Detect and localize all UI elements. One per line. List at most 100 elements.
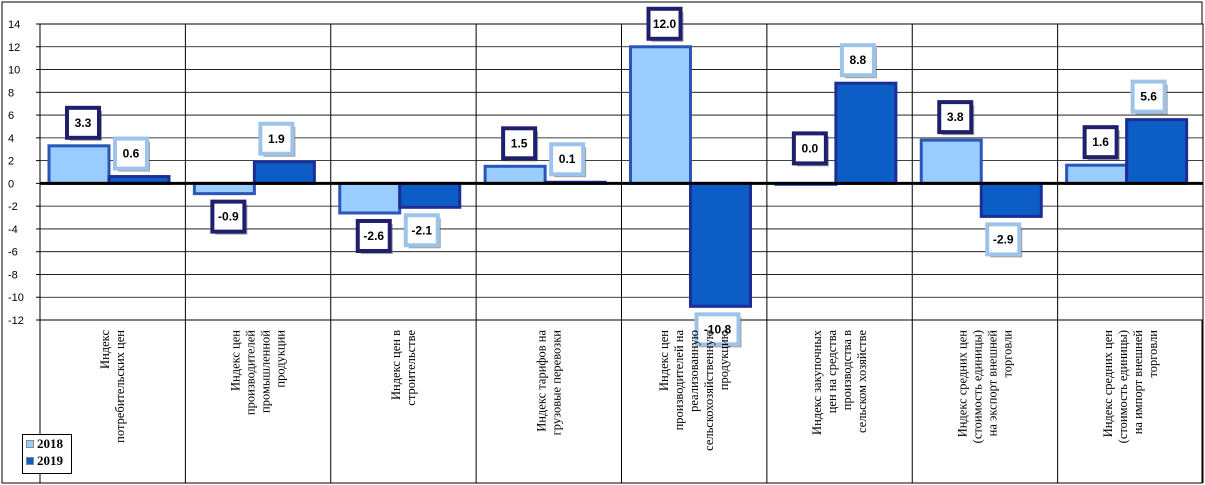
value-label-2018-6: 0.0 (791, 131, 829, 167)
bar-2018-2 (192, 181, 256, 196)
category-label-3: Индекс цен в строительстве (389, 330, 418, 406)
value-label-box (65, 105, 101, 140)
category-labels: Индекс потребительских цен Индекс цен произ… (98, 329, 1160, 451)
y-tick-label: 8 (8, 87, 14, 99)
value-label-box (646, 6, 683, 41)
value-label-text: 0.0 (802, 141, 819, 155)
value-label-box (1082, 125, 1119, 160)
bar-2018-3 (338, 181, 402, 215)
bar-2018-8 (1065, 163, 1129, 185)
bar-2018-7 (919, 138, 983, 185)
value-label-box (355, 218, 392, 253)
y-tick-label: -4 (8, 224, 18, 236)
value-label-text: 0.1 (559, 152, 576, 166)
category-label-line: торговли (1000, 330, 1014, 378)
y-tick-label: 14 (8, 19, 20, 31)
bar-2018-4 (483, 164, 547, 185)
category-label-line: Индекс цен (229, 330, 243, 391)
value-label-2018-2: -0.9 (210, 199, 248, 235)
value-label-box (210, 199, 247, 234)
category-label-line: (стоимость единицы) (1116, 330, 1130, 443)
legend-swatch-2018 (26, 439, 34, 448)
bar-2019-2 (252, 160, 316, 185)
category-label-line: промышленной (259, 330, 273, 413)
value-label-2019-4: 0.1 (549, 142, 587, 178)
value-label-text: 8.8 (850, 53, 867, 67)
value-label-box (839, 43, 876, 78)
value-label-text: 5.6 (1140, 90, 1157, 104)
legend-swatch-2019 (26, 456, 34, 465)
category-label-line: Индекс закупочных (810, 329, 824, 435)
bar-2019-6 (834, 81, 898, 185)
category-label-line: Индекс цен (657, 330, 671, 391)
value-label-2019-2: 1.9 (258, 121, 296, 157)
y-tick-label: 0 (8, 178, 14, 190)
value-label-text: 3.8 (947, 110, 964, 124)
bar-2018-1 (47, 144, 111, 185)
category-label-line: грузовые перевозки (549, 330, 563, 436)
value-label-text: 1.5 (511, 136, 528, 150)
category-label-8: Индекс средних цен (стоимость единицы) на … (1101, 330, 1160, 444)
value-label-2018-8: 1.6 (1082, 125, 1120, 161)
value-label-text: -10.8 (704, 322, 732, 336)
value-label-box (1130, 79, 1167, 114)
value-label-box (985, 222, 1022, 257)
category-label-line: Индекс (98, 330, 112, 369)
value-label-2019-1: 0.6 (113, 136, 150, 172)
gridlines (39, 23, 1204, 483)
category-label-4: Индекс тарифов на грузовые перевозки (534, 330, 563, 436)
y-tick-label: -6 (8, 247, 18, 259)
category-label-line: производителей на (672, 330, 686, 431)
value-label-text: 0.6 (123, 147, 140, 161)
y-tick-label: -2 (8, 201, 18, 213)
y-tick-label: -10 (8, 292, 24, 304)
value-label-2018-4: 1.5 (501, 126, 539, 162)
value-label-2018-1: 3.3 (65, 105, 102, 141)
value-label-text: 1.6 (1092, 135, 1109, 149)
value-label-2018-3: -2.6 (355, 218, 393, 254)
value-label-box (403, 213, 440, 248)
y-tick-label: 10 (8, 65, 20, 77)
value-label-box (549, 142, 586, 177)
value-label-2019-3: -2.1 (403, 213, 441, 249)
bar-2019-8 (1125, 118, 1189, 185)
value-label-text: 3.3 (75, 116, 92, 130)
y-tick-label: 12 (8, 42, 20, 54)
value-label-2019-8: 5.6 (1130, 79, 1168, 115)
legend: 2018 2019 (22, 434, 72, 474)
category-label-line: (стоимость единицы) (970, 330, 984, 443)
category-label-6: Индекс закупочных цен на средства производ… (810, 329, 869, 435)
category-label-line: строительстве (404, 330, 418, 406)
value-label-2019-6: 8.8 (839, 43, 877, 79)
value-label-text: -0.9 (218, 210, 239, 224)
category-label-line: продукцию (717, 330, 731, 390)
value-labels: 3.3 -0.9 -2.6 1.5 12.0 0.0 3.8 1.6 0.6 1.9 -2.1 0.1… (65, 6, 1168, 348)
category-label-line: сельскохозяйственную (702, 330, 716, 451)
category-label-line: продукции (274, 330, 288, 388)
category-label-line: производства в (840, 330, 854, 410)
category-label-7: Индекс средних цен (стоимость единицы) на … (955, 330, 1014, 444)
legend-label-2019: 2019 (37, 452, 63, 468)
legend-item-2019: 2019 (23, 452, 71, 469)
category-label-line: Индекс цен в (389, 330, 403, 400)
category-label-5: Индекс цен производителей на реализованную… (657, 330, 731, 451)
category-label-2: Индекс цен производителей промышленной прод… (229, 330, 288, 415)
category-label-line: цен на средства (825, 330, 839, 414)
value-label-box (937, 100, 974, 135)
value-label-2018-5: 12.0 (646, 6, 684, 42)
y-tick-label: -8 (8, 269, 18, 281)
category-label-line: потребительских цен (113, 330, 127, 443)
value-label-text: 1.9 (268, 132, 285, 146)
y-axis: 14 12 10 8 6 4 2 0 -2 -4 -6 -8 -10 -12 (8, 19, 40, 327)
category-label-line: производителей (244, 330, 258, 415)
bar-2019-3 (398, 181, 462, 209)
value-label-box (694, 312, 741, 347)
value-label-2019-5: -10.8 (694, 312, 742, 348)
y-tick-label: 6 (8, 110, 14, 122)
category-label-line: на импорт внешней (1131, 330, 1145, 435)
category-label-line: Индекс средних цен (1101, 330, 1115, 438)
value-label-box (501, 126, 538, 161)
bar-2018-5 (629, 45, 692, 185)
bar-2019-7 (979, 181, 1043, 218)
